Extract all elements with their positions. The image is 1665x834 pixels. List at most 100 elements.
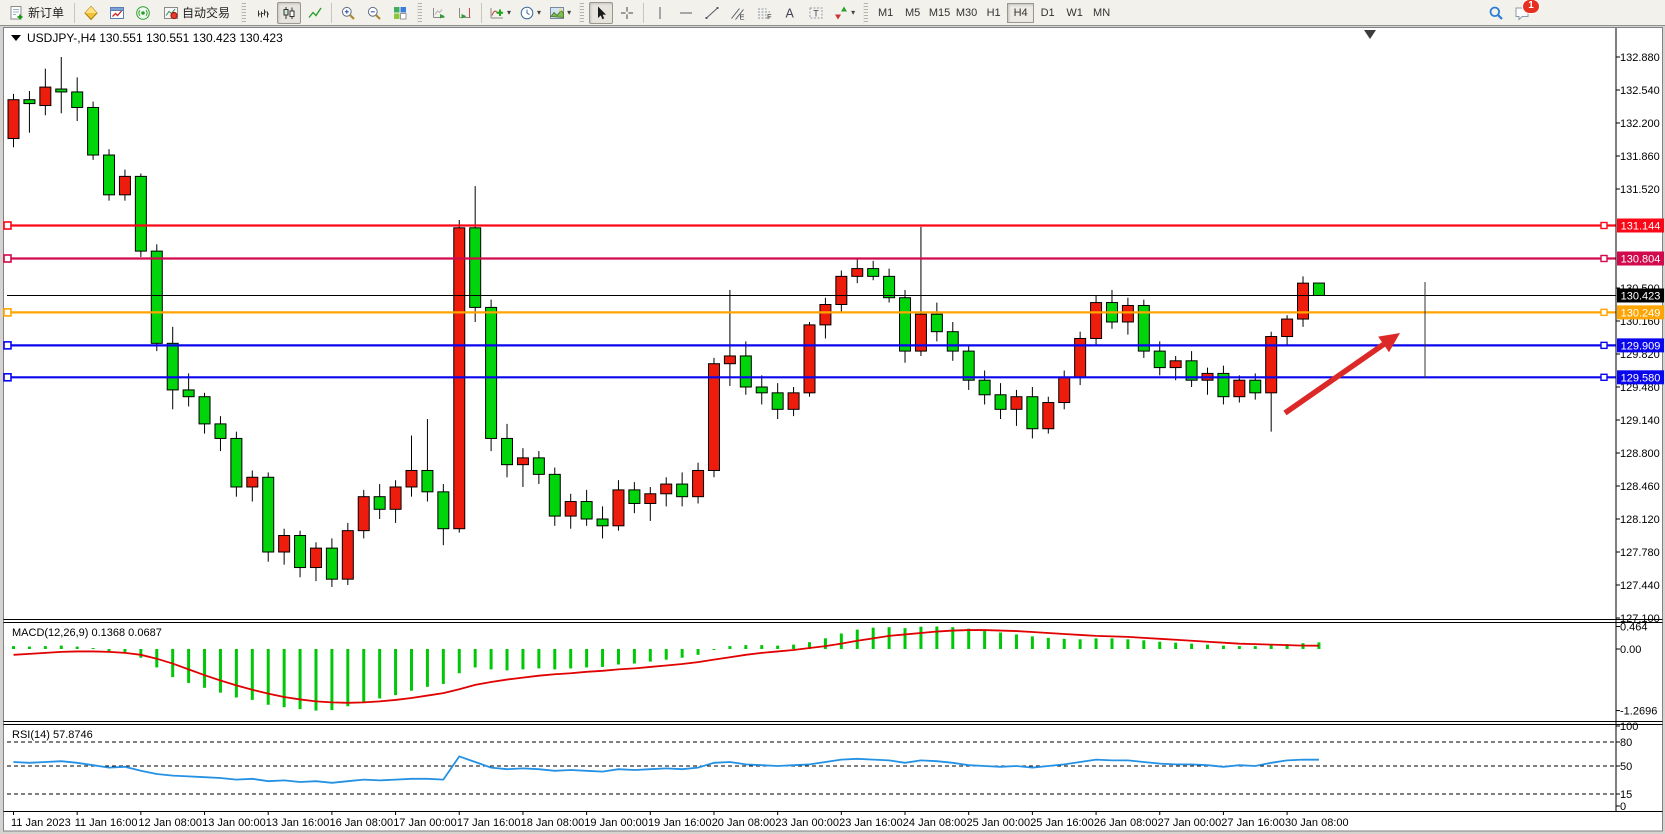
chart-window-icon: [109, 5, 125, 21]
bear-candle: [962, 350, 975, 381]
time-label: 17 Jan 16:00: [457, 817, 521, 829]
time-label: 13 Jan 16:00: [266, 817, 330, 829]
line-handle[interactable]: [3, 254, 12, 263]
autotrade-label: 自动交易: [182, 6, 231, 20]
bear-candle: [501, 437, 514, 466]
line-handle[interactable]: [1600, 221, 1608, 230]
bull-candle: [851, 268, 864, 277]
zoom-out-button[interactable]: [362, 2, 386, 24]
svg-text:127.780: 127.780: [1620, 547, 1660, 559]
new-order-button[interactable]: 新订单: [3, 2, 70, 24]
time-label: 17 Jan 00:00: [393, 817, 457, 829]
horizontal-line-button[interactable]: [674, 2, 698, 24]
line-handle[interactable]: [1600, 373, 1608, 381]
chart-shift-marker-icon[interactable]: [1364, 30, 1376, 39]
svg-text:50: 50: [1620, 761, 1632, 773]
search-button[interactable]: [1484, 2, 1508, 24]
crosshair-button[interactable]: [615, 2, 639, 24]
dropdown-caret-icon[interactable]: ▾: [851, 8, 856, 17]
candles-chart-type-button[interactable]: [277, 1, 302, 24]
bear-candle: [325, 547, 338, 580]
line-chart-type-button[interactable]: [303, 2, 327, 24]
new-order-label: 新订单: [28, 6, 65, 20]
price-badge-129.909: 129.909: [1617, 338, 1664, 353]
svg-text:129.580: 129.580: [1621, 372, 1661, 384]
trend-arrow-annotation[interactable]: [1283, 333, 1400, 416]
dropdown-caret-icon[interactable]: ▾: [537, 8, 542, 17]
vertical-line-button[interactable]: [648, 2, 672, 24]
rsi-label: RSI(14) 57.8746: [12, 729, 93, 741]
timeframe-button-H4[interactable]: H4: [1007, 2, 1035, 23]
chart-window-button[interactable]: [105, 2, 129, 24]
cursor-button[interactable]: [589, 1, 614, 24]
svg-text:127.440: 127.440: [1620, 580, 1660, 592]
time-label: 23 Jan 00:00: [775, 817, 839, 829]
svg-text:0.00: 0.00: [1620, 644, 1641, 656]
toolbar-grip: [863, 2, 869, 23]
time-label: 27 Jan 16:00: [1221, 817, 1285, 829]
svg-text:-1.2696: -1.2696: [1620, 706, 1657, 718]
periods-button[interactable]: ▾: [516, 2, 544, 24]
timeframe-button-M5[interactable]: M5: [904, 6, 921, 19]
timeframe-button-MN[interactable]: MN: [1093, 6, 1111, 19]
indicators-button[interactable]: ▾: [486, 2, 514, 24]
text-label-button[interactable]: T: [804, 2, 828, 24]
timeframe-button-M15[interactable]: M15: [928, 6, 951, 19]
timeframe-button-M1[interactable]: M1: [877, 6, 894, 19]
bear-candle: [437, 491, 450, 530]
trend-line-button[interactable]: [700, 2, 724, 24]
line-handle[interactable]: [3, 341, 12, 350]
svg-text:0: 0: [1620, 801, 1626, 813]
time-label: 25 Jan 16:00: [1030, 817, 1094, 829]
tile-windows-button[interactable]: [388, 2, 412, 24]
timeframe-button-W1[interactable]: W1: [1066, 6, 1083, 19]
broadcast-icon: [135, 5, 151, 21]
timeframe-button-H1[interactable]: H1: [986, 6, 1001, 19]
line-handle[interactable]: [3, 372, 12, 382]
bear-candle: [1185, 360, 1198, 381]
broadcast-button[interactable]: [131, 2, 155, 24]
bull-candle: [118, 175, 131, 196]
timeframe-button-D1[interactable]: D1: [1040, 6, 1055, 19]
bars-chart-type-button[interactable]: [251, 2, 275, 24]
line-handle[interactable]: [3, 308, 12, 317]
chart-shift-button[interactable]: [453, 2, 477, 24]
timeframe-button-M30[interactable]: M30: [955, 6, 978, 19]
bear-candle: [978, 379, 991, 396]
zoom-out-icon: [366, 5, 382, 21]
bear-candle: [580, 501, 593, 520]
title-collapse-icon[interactable]: [11, 35, 21, 41]
svg-text:A: A: [786, 6, 795, 20]
equidistant-channel-button[interactable]: E: [726, 2, 750, 24]
text-button[interactable]: A: [778, 2, 802, 24]
bear-candle: [883, 275, 896, 299]
bear-candle: [55, 88, 68, 93]
arrows-button[interactable]: ▾: [830, 2, 858, 24]
templates-button[interactable]: ▾: [546, 2, 574, 24]
line-handle[interactable]: [1600, 308, 1608, 317]
zoom-in-button[interactable]: [336, 2, 360, 24]
svg-text:100: 100: [1620, 721, 1638, 733]
notifications-button[interactable]: 1: [1510, 0, 1540, 24]
horizontal-line-icon: [678, 5, 694, 21]
dropdown-caret-icon[interactable]: ▾: [567, 8, 572, 17]
chart-window: 132.880132.540132.200131.860131.520130.5…: [0, 26, 1665, 834]
fibonacci-icon: F: [756, 5, 772, 21]
notification-badge: 1: [1522, 0, 1540, 14]
dropdown-caret-icon[interactable]: ▾: [507, 8, 512, 17]
autotrade-button[interactable]: 自动交易: [157, 2, 236, 24]
bull-candle: [1121, 304, 1134, 323]
bull-candle: [692, 469, 705, 498]
autotrade-icon: [163, 5, 179, 21]
toolbar-grip: [579, 2, 585, 23]
bear-candle: [1217, 372, 1230, 398]
chart-window-border: [3, 27, 1663, 832]
line-handle[interactable]: [3, 221, 12, 230]
bull-candle: [246, 476, 259, 488]
macd-label: MACD(12,26,9) 0.1368 0.0687: [12, 627, 162, 639]
gold-diamond-button[interactable]: [79, 2, 103, 24]
fibonacci-button[interactable]: F: [752, 2, 776, 24]
line-handle[interactable]: [1600, 254, 1608, 263]
line-handle[interactable]: [1600, 341, 1608, 350]
auto-scroll-button[interactable]: [427, 2, 451, 24]
